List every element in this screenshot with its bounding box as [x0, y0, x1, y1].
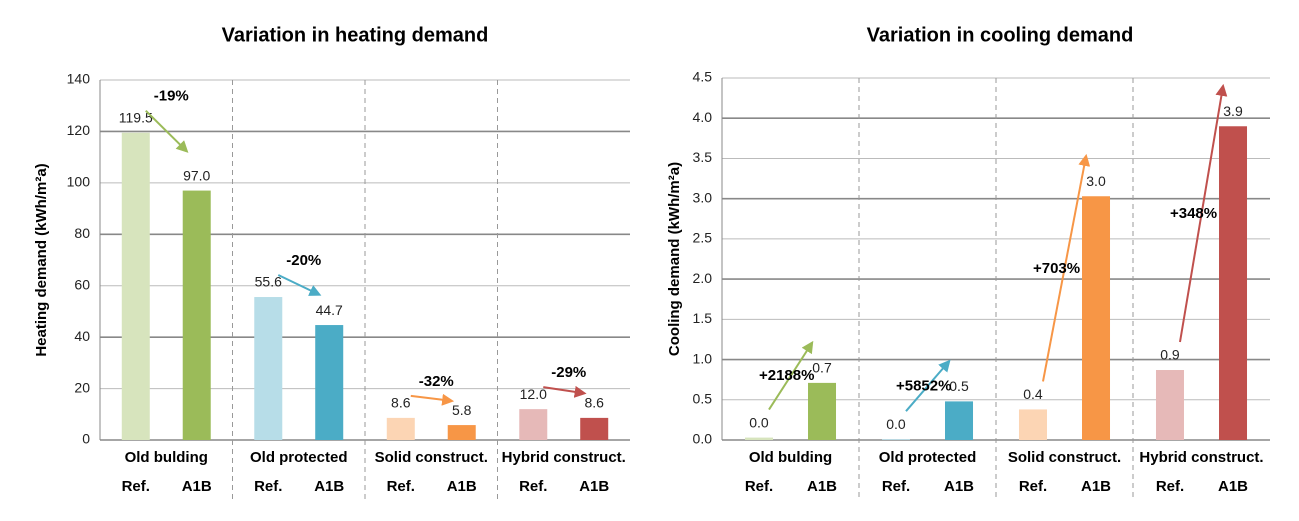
bar	[881, 439, 910, 440]
x-tick-label: Ref.	[387, 478, 415, 495]
y-tick-label: 0.0	[693, 431, 713, 447]
value-label: 119.5	[119, 109, 153, 125]
change-annotation: -20%	[286, 252, 321, 269]
bar	[121, 132, 150, 440]
bar	[744, 437, 773, 440]
y-tick-label: 40	[74, 328, 90, 344]
bar	[447, 425, 476, 440]
y-tick-label: 4.5	[693, 69, 713, 85]
arrow	[1179, 83, 1228, 343]
bar	[1155, 370, 1184, 440]
chart-title: Variation in cooling demand	[867, 24, 1134, 46]
value-label: 3.9	[1223, 103, 1243, 119]
y-axis-label: Cooling demand (kWh/m²a)	[666, 162, 683, 356]
value-label: 5.8	[452, 402, 472, 418]
bar	[808, 382, 837, 440]
y-tick-label: 2.0	[693, 270, 713, 286]
value-label: 0.9	[1160, 347, 1180, 363]
x-tick-label: A1B	[182, 478, 212, 495]
bar	[1219, 126, 1248, 441]
y-tick-label: 3.5	[693, 149, 713, 165]
x-tick-label: A1B	[1081, 478, 1111, 495]
bar	[1082, 196, 1111, 440]
y-tick-label: 1.0	[693, 350, 713, 366]
x-tick-label: Ref.	[254, 478, 282, 495]
group-label: Hybrid construct.	[1139, 449, 1263, 466]
x-tick-label: A1B	[579, 478, 609, 495]
bar	[254, 297, 283, 440]
bar	[1018, 409, 1047, 440]
y-tick-label: 0.5	[693, 390, 713, 406]
change-annotation: -19%	[154, 88, 189, 105]
change-annotation: +348%	[1170, 205, 1217, 222]
y-tick-label: 0	[82, 431, 90, 447]
y-tick-label: 3.0	[693, 189, 713, 205]
group-label: Solid construct.	[375, 449, 488, 466]
value-label: 8.6	[391, 395, 411, 411]
arrow	[277, 274, 322, 296]
x-tick-label: A1B	[807, 478, 837, 495]
y-tick-label: 4.0	[693, 109, 713, 125]
bar	[386, 417, 415, 440]
y-tick-label: 140	[67, 71, 91, 87]
chart-title: Variation in heating demand	[222, 24, 489, 46]
y-tick-label: 80	[74, 225, 90, 241]
value-label: 0.4	[1023, 386, 1043, 402]
arrow	[410, 393, 455, 406]
change-annotation: +703%	[1033, 260, 1080, 277]
y-tick-label: 1.5	[693, 310, 713, 326]
x-tick-label: Ref.	[745, 478, 773, 495]
change-annotation: -29%	[551, 364, 586, 381]
arrow	[1042, 153, 1091, 382]
x-tick-label: Ref.	[519, 478, 547, 495]
arrow	[905, 359, 951, 412]
value-label: 55.6	[255, 274, 282, 290]
value-label: 12.0	[520, 386, 547, 402]
x-tick-label: Ref.	[1156, 478, 1184, 495]
value-label: 0.0	[749, 414, 769, 430]
value-label: 44.7	[316, 302, 343, 318]
value-label: 8.6	[584, 395, 604, 411]
x-tick-label: Ref.	[882, 478, 910, 495]
bar	[580, 417, 609, 440]
value-label: 0.7	[812, 360, 832, 376]
value-label: 0.0	[886, 416, 906, 432]
y-tick-label: 20	[74, 379, 90, 395]
group-label: Old bulding	[749, 449, 832, 466]
arrow	[768, 340, 814, 411]
value-label: 0.5	[949, 378, 969, 394]
group-label: Hybrid construct.	[502, 449, 626, 466]
y-axis-label: Heating demand (kWh/m²a)	[33, 163, 50, 356]
group-label: Old protected	[250, 449, 348, 466]
bar	[182, 190, 211, 440]
x-tick-label: A1B	[1218, 478, 1248, 495]
bar	[519, 409, 548, 440]
arrow	[543, 385, 587, 398]
change-annotation: +5852%	[896, 377, 951, 394]
arrow	[145, 110, 189, 153]
y-tick-label: 120	[67, 122, 91, 138]
x-tick-label: A1B	[314, 478, 344, 495]
group-label: Old protected	[879, 449, 977, 466]
bar	[315, 325, 344, 440]
change-annotation: -32%	[419, 373, 454, 390]
y-tick-label: 60	[74, 276, 90, 292]
bar	[945, 401, 974, 440]
y-tick-label: 2.5	[693, 230, 713, 246]
x-tick-label: Ref.	[1019, 478, 1047, 495]
value-label: 97.0	[183, 167, 210, 183]
group-label: Old bulding	[125, 449, 208, 466]
group-label: Solid construct.	[1008, 449, 1121, 466]
value-label: 3.0	[1086, 173, 1106, 189]
x-tick-label: A1B	[944, 478, 974, 495]
x-tick-label: A1B	[447, 478, 477, 495]
x-tick-label: Ref.	[122, 478, 150, 495]
change-annotation: +2188%	[759, 367, 814, 384]
y-tick-label: 100	[67, 174, 91, 190]
